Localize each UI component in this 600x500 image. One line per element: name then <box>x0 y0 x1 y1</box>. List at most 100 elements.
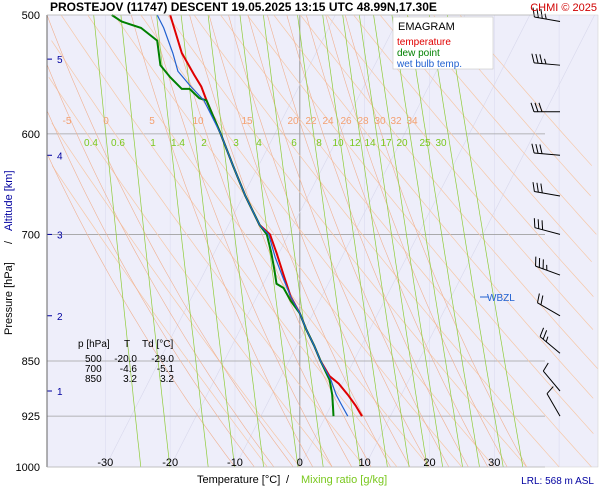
moist-adiabat <box>344 14 527 468</box>
mixing-ratio-line <box>407 14 480 468</box>
legend-wet-bulb: wet bulb temp. <box>396 59 462 70</box>
theta-label: 28 <box>357 116 369 127</box>
wind-barb-half <box>544 13 547 20</box>
series-line-wet-bulb-temp <box>156 14 349 417</box>
temperature-tick-label: 0 <box>297 457 303 469</box>
wind-barb-flag <box>541 220 544 230</box>
mixing-ratio-line <box>93 14 142 468</box>
plot-frame <box>46 14 599 468</box>
dry-adiabat <box>87 14 430 468</box>
wbzl-label: WBZL <box>487 293 515 304</box>
table-cell: -4.6 <box>120 364 138 375</box>
wind-barb-flag <box>536 8 539 18</box>
mixing-ratio-label: 4 <box>256 138 262 149</box>
mixing-ratio-line <box>391 14 463 468</box>
altitude-tick-label: 1 <box>57 387 63 398</box>
wind-barb <box>539 327 561 354</box>
legend-title: EMAGRAM <box>398 21 455 33</box>
moist-adiabat <box>150 14 333 468</box>
wind-barb-flag <box>538 102 543 112</box>
series-line-temperature <box>169 14 363 417</box>
wind-barb <box>532 182 561 197</box>
mixing-ratio-line <box>156 14 209 468</box>
x-axis-label-separator: / <box>286 474 290 486</box>
dry-adiabat <box>326 14 594 330</box>
wind-barb-flag <box>535 53 539 64</box>
dry-adiabat <box>220 14 592 468</box>
table-header-p: p [hPa] <box>78 339 110 350</box>
wind-barb-staff <box>534 152 561 156</box>
mixing-ratio-line <box>263 14 324 468</box>
label-layer: 0.4 0.6 1 1.4 2 3 4 6 8 10 12 14 17 20 25 30-5 0 5 10 15 20 2… <box>16 10 501 474</box>
skew-isotherm <box>364 14 595 468</box>
dry-adiabat <box>193 14 560 468</box>
wind-barb-staff <box>535 265 561 276</box>
wind-barb-flag <box>533 218 536 228</box>
mixing-ratio-line <box>322 14 388 468</box>
mixing-ratio-line <box>358 14 428 468</box>
mixing-ratio-line <box>446 14 524 468</box>
dry-adiabat <box>353 14 594 297</box>
dry-adiabat <box>60 14 398 468</box>
dry-adiabat <box>51 40 365 468</box>
mixing-ratio-line <box>297 14 361 468</box>
moist-adiabat <box>208 14 391 468</box>
wind-barb-flag <box>530 102 535 112</box>
mixing-ratio-lines <box>93 14 524 468</box>
wind-barb <box>532 7 561 22</box>
x-axis-label-mixing-ratio: Mixing ratio [g/kg] <box>301 474 387 486</box>
moist-adiabat <box>131 14 314 468</box>
mixing-ratio-label: 30 <box>435 138 447 149</box>
wind-barb-flag <box>535 144 539 154</box>
table-cell: 3.2 <box>160 374 174 385</box>
theta-label: 24 <box>322 116 334 127</box>
wind-barb-flag <box>534 102 539 112</box>
wind-barb-staff <box>546 393 561 417</box>
wind-barb-flag <box>531 53 535 64</box>
mixing-ratio-label: 0.6 <box>111 138 125 149</box>
y-axis-title: Pressure [hPa] / Altitude [km] <box>3 170 15 335</box>
dry-adiabat <box>48 77 333 468</box>
theta-label: 5 <box>149 116 155 127</box>
mixing-ratio-label: 14 <box>364 138 376 149</box>
y-axis-label-altitude: Altitude [km] <box>3 170 15 231</box>
mixing-ratio-label: 6 <box>291 138 297 149</box>
moist-adiabat <box>47 111 255 468</box>
mixing-ratio-line <box>239 14 299 468</box>
wind-barb-half <box>545 336 549 342</box>
table-cell: 3.2 <box>123 374 137 385</box>
mixing-ratio-label: 17 <box>380 138 392 149</box>
wind-barb-half <box>544 58 547 65</box>
wind-barb-flag <box>540 295 544 305</box>
wind-barb-staff <box>537 302 561 317</box>
mixing-ratio-label: 25 <box>419 138 431 149</box>
wind-barb-staff <box>534 62 561 66</box>
table-header-td: Td [°C] <box>142 339 173 350</box>
moist-adiabats <box>46 14 527 468</box>
moist-adiabat <box>47 155 236 468</box>
lrl-label: LRL: 568 m ASL <box>521 476 594 487</box>
moist-adiabat <box>46 14 294 468</box>
wind-barb-flag <box>542 362 549 372</box>
mixing-ratio-line <box>207 14 264 468</box>
y-axis-label-separator: / <box>3 240 15 244</box>
wind-barb-staff <box>539 336 561 354</box>
wind-barb <box>530 102 560 113</box>
table-cell: 500 <box>85 354 102 365</box>
dry-adiabat <box>300 14 598 369</box>
theta-label: 30 <box>374 116 386 127</box>
pressure-tick-label: 925 <box>22 411 40 423</box>
temperature-tick-label: 30 <box>488 457 500 469</box>
wind-barb-flag <box>540 8 543 19</box>
theta-label: 15 <box>241 116 253 127</box>
theta-label: -5 <box>63 116 72 127</box>
chart-title: PROSTEJOV (11747) DESCENT 19.05.2025 13:… <box>50 0 437 14</box>
temperature-tick-label: 20 <box>423 457 435 469</box>
wind-barb-flag <box>539 144 543 154</box>
table-cell: 700 <box>85 364 102 375</box>
table-cell: -5.1 <box>157 364 175 375</box>
dry-adiabat <box>246 14 594 434</box>
mixing-ratio-line <box>342 14 410 468</box>
pressure-tick-label: 600 <box>22 129 40 141</box>
